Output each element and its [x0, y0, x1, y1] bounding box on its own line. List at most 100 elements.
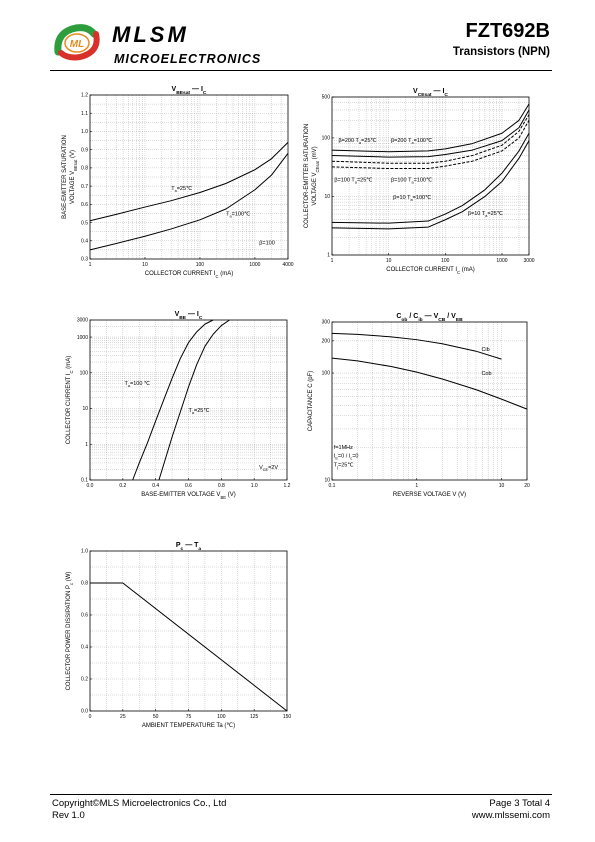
series-line-4	[331, 133, 530, 224]
logo-ml-glyph: ML	[70, 39, 84, 50]
chart-title: Cob / Cib — VCB / VEB	[396, 313, 463, 323]
y-tick-label: 0.4	[81, 238, 88, 244]
series-line-0	[132, 319, 214, 481]
x-axis-label: BASE-EMITTER VOLTAGE VBE (V)	[141, 492, 235, 500]
y-tick-label: 0.8	[81, 581, 88, 587]
x-tick-label: 0.8	[218, 483, 225, 489]
footer-website: www.mlssemi.com	[471, 810, 550, 821]
y-tick-label: 200	[322, 339, 331, 345]
annotation-0: Ta=25℃	[171, 186, 193, 193]
x-tick-label: 1	[89, 262, 92, 268]
footer-revision: Rev 1.0	[52, 810, 85, 821]
series-line-2	[331, 120, 530, 170]
logo-swoosh-red	[58, 31, 100, 61]
y-tick-label: 1.2	[81, 93, 88, 99]
x-tick-label: 50	[153, 714, 159, 720]
annotation-0: Ta=100 ℃	[124, 381, 150, 388]
x-tick-label: 1000	[496, 258, 507, 264]
footer-page-number: Page 3 Total 4	[489, 798, 550, 809]
annotation-2: f=1MHz	[334, 445, 353, 451]
annotation-2: VCE=2V	[259, 465, 278, 472]
grid	[332, 97, 529, 255]
y-tick-label: 0.7	[81, 184, 88, 190]
y-tick-label: 3000	[77, 318, 88, 324]
x-tick-label: 10	[499, 483, 505, 489]
x-tick-label: 20	[524, 483, 530, 489]
series-line-1	[158, 319, 230, 481]
x-tick-label: 0.1	[329, 483, 336, 489]
x-tick-label: 125	[250, 714, 259, 720]
x-tick-label: 3000	[523, 258, 534, 264]
x-tick-label: 4000	[282, 262, 293, 268]
x-tick-label: 10	[142, 262, 148, 268]
y-tick-label: 0.8	[81, 166, 88, 172]
y-tick-label: 1000	[77, 335, 88, 341]
series-line-1	[331, 103, 530, 153]
series-line-1	[89, 153, 289, 251]
y-tick-label: 100	[80, 370, 89, 376]
series-line-0	[331, 332, 502, 360]
y-tick-label: 0.0	[81, 709, 88, 715]
y-tick-label: 0.4	[81, 645, 88, 651]
x-axis-label: COLLECTOR CURRENT IC (mA)	[145, 271, 234, 279]
grid	[90, 320, 287, 480]
series-line-1	[331, 357, 528, 410]
x-tick-label: 25	[120, 714, 126, 720]
annotation-4: Tj=25℃	[334, 462, 355, 469]
y-tick-label: 0.6	[81, 202, 88, 208]
y-tick-label: 0.5	[81, 220, 88, 226]
y-axis-label: COLLECTOR-EMITTER SATURATION	[304, 124, 310, 228]
series-line-5	[331, 140, 530, 230]
x-tick-label: 10	[386, 258, 392, 264]
plot-area: 1 10 100 1000 4000 0.3 0.4 0.5 0.6 0.7 0.8 0.9 1.0 1.…	[62, 86, 294, 279]
y-axis-label: BASE-EMITTER SATURATION	[62, 135, 68, 219]
y-tick-label: 500	[322, 95, 331, 101]
plot-frame	[331, 96, 530, 256]
series-line-3	[331, 114, 530, 164]
grid	[90, 551, 287, 711]
logo-center	[64, 33, 90, 53]
annotation-1: Ta=25℃	[189, 408, 211, 415]
footer-rule	[50, 794, 552, 795]
x-tick-label: 0.2	[119, 483, 126, 489]
y-tick-label: 10	[324, 478, 330, 484]
y-tick-label: 100	[322, 136, 331, 142]
annotation-3: IE=0 / Ic=0	[334, 454, 359, 461]
x-axis-label: AMBIENT TEMPERATURE Ta (℃)	[142, 723, 235, 729]
y-axis-label: CAPACITANCE C (pF)	[308, 371, 314, 431]
y-tick-label: 1.1	[81, 111, 88, 117]
annotation-0: β=200 Ta=25℃	[338, 138, 377, 145]
grid	[90, 95, 288, 259]
annotation-2: β=100 Ta=25℃	[334, 178, 373, 185]
plot-area: 0 25 50 75 100 125 150 0.0 0.2 0.4 0.6 0.8 1.0 Pc — T…	[66, 542, 291, 729]
grid	[332, 322, 527, 480]
header-rule	[50, 70, 552, 71]
x-tick-label: 1.0	[251, 483, 258, 489]
y-tick-label: 1.0	[81, 549, 88, 555]
y-tick-label: 1.0	[81, 129, 88, 135]
y-tick-label: 10	[324, 194, 330, 200]
y-tick-label: 0.1	[81, 478, 88, 484]
part-number: FZT692B	[465, 20, 550, 42]
x-axis-label: REVERSE VOLTAGE V (V)	[393, 492, 466, 498]
x-axis-label: COLLECTOR CURRENT IC (mA)	[386, 267, 475, 275]
x-tick-label: 1000	[249, 262, 260, 268]
y-axis-label: COLLECTOR CURRENT IC (mA)	[66, 356, 74, 445]
annotation-1: β=200 Ta=100℃	[391, 138, 433, 145]
chart-title: VBEsat — IC	[172, 86, 207, 96]
plot-frame	[89, 550, 288, 712]
x-tick-label: 0.0	[87, 483, 94, 489]
annotation-2: β=100	[259, 240, 275, 246]
chart-title: VCEsat — IC	[413, 88, 448, 98]
x-tick-label: 100	[217, 714, 226, 720]
y-tick-label: 1	[85, 442, 88, 448]
y-tick-label: 300	[322, 320, 331, 326]
y-tick-label: 1	[327, 253, 330, 259]
x-tick-label: 1	[331, 258, 334, 264]
plot-frame	[89, 319, 288, 481]
x-tick-label: 0.4	[152, 483, 159, 489]
y-tick-label: 10	[82, 406, 88, 412]
